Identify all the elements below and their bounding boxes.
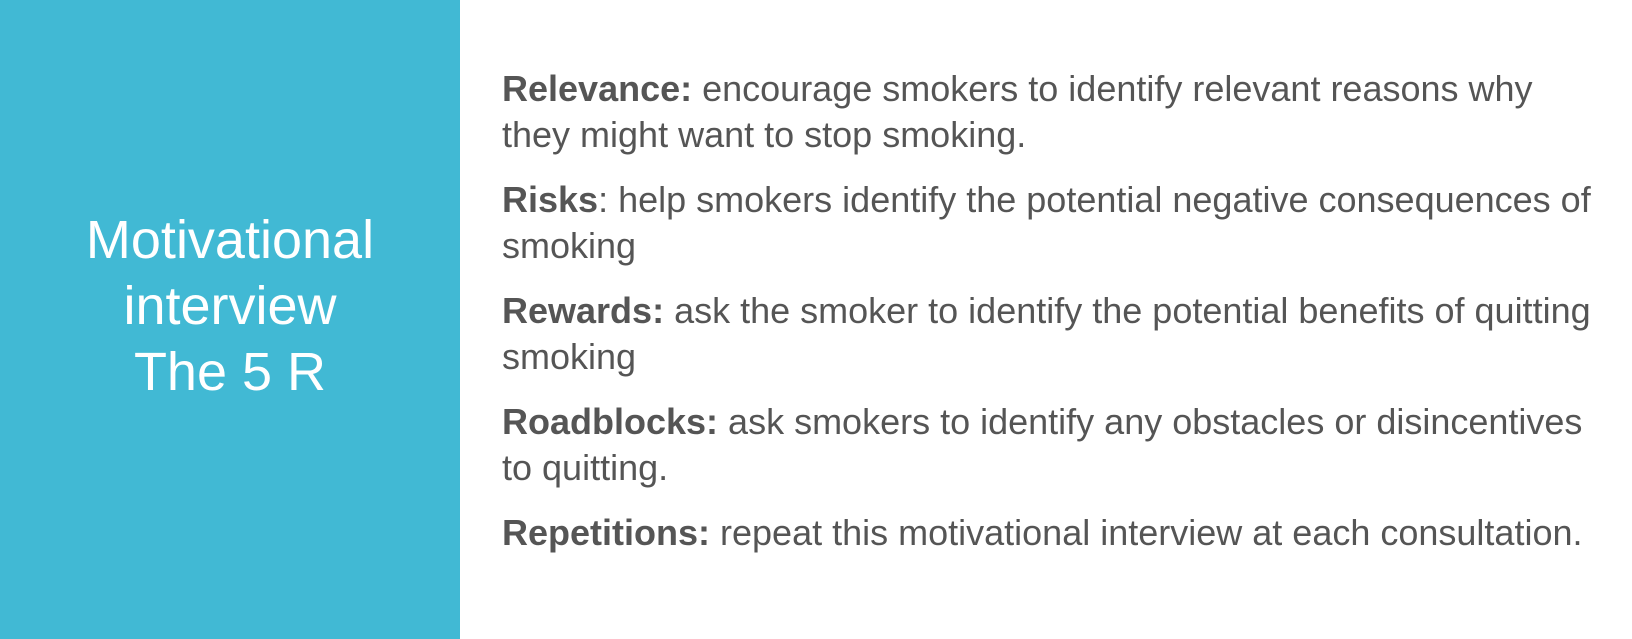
slide-title: Motivational interview The 5 R (86, 207, 374, 405)
item-text: repeat this motivational interview at ea… (710, 512, 1583, 553)
item-rewards: Rewards: ask the smoker to identify the … (502, 288, 1592, 380)
item-text: ask the smoker to identify the potential… (502, 290, 1591, 377)
item-text: ask smokers to identify any obstacles or… (502, 401, 1583, 488)
title-line-1: Motivational (85, 209, 375, 270)
item-risks: Risks: help smokers identify the potenti… (502, 177, 1592, 269)
title-line-2: interview (123, 275, 337, 336)
title-line-3: The 5 R (133, 341, 327, 402)
item-repetitions: Repetitions: repeat this motivational in… (502, 510, 1592, 556)
item-relevance: Relevance: encourage smokers to identify… (502, 66, 1592, 158)
title-panel: Motivational interview The 5 R (0, 0, 460, 639)
item-term: Risks (502, 179, 599, 220)
item-term: Repetitions: (502, 512, 711, 553)
item-roadblocks: Roadblocks: ask smokers to identify any … (502, 399, 1592, 491)
item-text: : help smokers identify the potential ne… (502, 179, 1591, 266)
content-area: Relevance: encourage smokers to identify… (460, 0, 1632, 639)
item-term: Rewards: (502, 290, 665, 331)
item-term: Roadblocks: (502, 401, 719, 442)
item-text: encourage smokers to identify relevant r… (502, 68, 1533, 155)
item-term: Relevance: (502, 68, 693, 109)
